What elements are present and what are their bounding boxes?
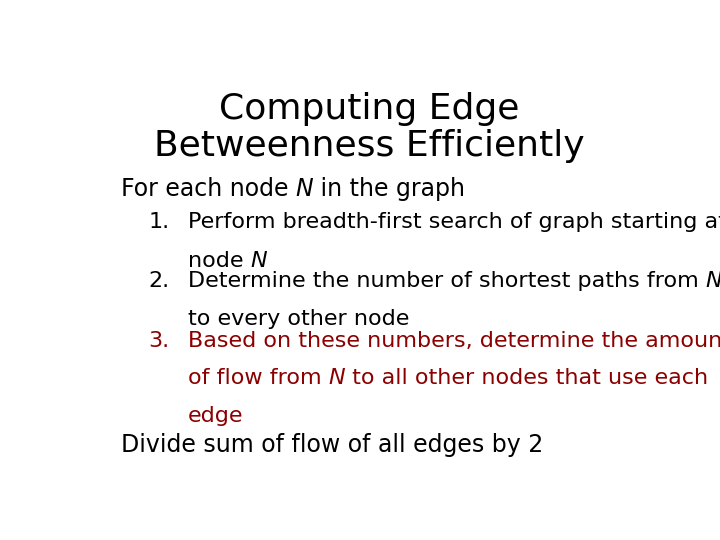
Text: 1.: 1. — [148, 212, 170, 232]
Text: Divide sum of flow of all edges by 2: Divide sum of flow of all edges by 2 — [121, 433, 543, 457]
Text: N: N — [296, 177, 313, 201]
Text: N: N — [251, 251, 267, 271]
Text: N: N — [328, 368, 345, 388]
Text: 3.: 3. — [148, 331, 170, 351]
Text: Betweenness Efficiently: Betweenness Efficiently — [153, 129, 585, 163]
Text: For each node: For each node — [121, 177, 296, 201]
Text: to every other node: to every other node — [188, 309, 409, 329]
Text: edge: edge — [188, 406, 243, 426]
Text: 2.: 2. — [148, 271, 170, 291]
Text: node: node — [188, 251, 251, 271]
Text: in the graph: in the graph — [313, 177, 465, 201]
Text: Based on these numbers, determine the amount: Based on these numbers, determine the am… — [188, 331, 720, 351]
Text: Computing Edge: Computing Edge — [219, 92, 519, 126]
Text: N: N — [706, 271, 720, 291]
Text: of flow from: of flow from — [188, 368, 328, 388]
Text: Perform breadth-first search of graph starting at: Perform breadth-first search of graph st… — [188, 212, 720, 232]
Text: Determine the number of shortest paths from: Determine the number of shortest paths f… — [188, 271, 706, 291]
Text: to all other nodes that use each: to all other nodes that use each — [345, 368, 708, 388]
